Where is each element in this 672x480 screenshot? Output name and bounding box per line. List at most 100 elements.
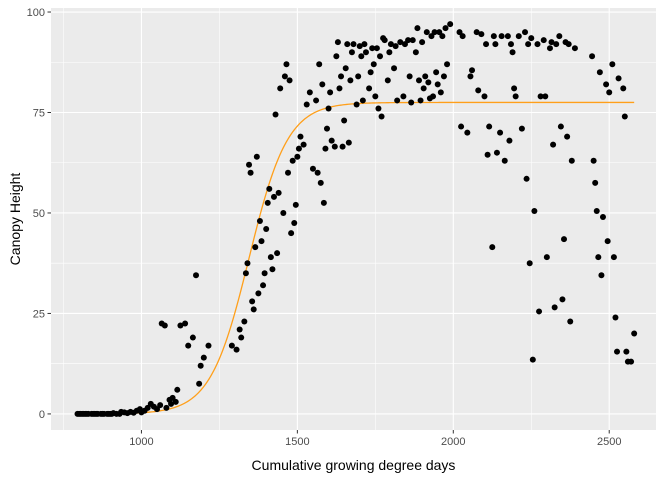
data-point [362, 49, 369, 56]
data-point [347, 77, 354, 84]
data-point [260, 282, 267, 289]
data-point [391, 65, 398, 72]
data-point [358, 53, 365, 60]
data-point [408, 99, 415, 106]
data-point [300, 141, 307, 148]
data-point [568, 157, 575, 164]
data-point [406, 73, 413, 80]
data-point [423, 29, 430, 36]
data-point [238, 334, 245, 341]
data-point [490, 33, 497, 40]
data-point [294, 153, 301, 160]
data-point [595, 254, 602, 261]
data-point [422, 73, 429, 80]
data-point [381, 37, 388, 44]
data-point [522, 29, 529, 36]
data-point [425, 79, 432, 86]
data-point [412, 49, 419, 56]
data-point [366, 85, 373, 92]
data-point [375, 105, 382, 112]
data-point [518, 125, 525, 132]
data-point [163, 404, 170, 411]
data-point [356, 43, 363, 50]
data-point [314, 169, 321, 176]
data-point [469, 67, 476, 74]
data-point [289, 157, 296, 164]
data-point [523, 175, 530, 182]
data-point [556, 33, 563, 40]
data-point [392, 43, 399, 50]
data-point [497, 129, 504, 136]
data-point [377, 53, 384, 60]
data-point [534, 41, 541, 48]
data-point [350, 41, 357, 48]
data-point [378, 113, 385, 120]
data-point [431, 29, 438, 36]
data-point [409, 37, 416, 44]
data-point [197, 362, 204, 369]
data-point [338, 73, 345, 80]
data-point [177, 322, 184, 329]
data-point [253, 153, 260, 160]
data-point [414, 25, 421, 32]
data-point [540, 37, 547, 44]
data-point [280, 209, 287, 216]
data-point [614, 348, 621, 355]
data-point [437, 89, 444, 96]
data-point [328, 137, 335, 144]
plot-panel [51, 8, 656, 430]
data-point [236, 326, 243, 333]
data-point [286, 77, 293, 84]
data-point [341, 117, 348, 124]
data-point [172, 398, 179, 405]
data-point [628, 358, 635, 365]
data-point [157, 402, 164, 409]
data-point [536, 308, 543, 315]
data-point [615, 75, 622, 82]
data-point [467, 73, 474, 80]
y-tick-label: 50 [33, 208, 45, 220]
data-point [384, 77, 391, 84]
data-point [327, 89, 334, 96]
data-point [353, 101, 360, 108]
data-point [205, 342, 212, 349]
data-point [529, 356, 536, 363]
data-point [439, 33, 446, 40]
data-point [525, 41, 532, 48]
data-point [355, 73, 362, 80]
data-point [317, 179, 324, 186]
data-point [267, 254, 274, 261]
data-point [501, 157, 508, 164]
y-axis-title: Canopy Height [7, 173, 23, 266]
data-point [589, 53, 596, 60]
data-point [370, 61, 377, 68]
data-point [334, 39, 341, 46]
data-point [537, 93, 544, 100]
data-point [493, 149, 500, 156]
data-point [283, 61, 290, 68]
data-point [592, 179, 599, 186]
data-point [256, 218, 263, 225]
data-point [528, 35, 535, 42]
data-point [285, 169, 292, 176]
data-point [504, 33, 511, 40]
data-point [507, 41, 514, 48]
data-point [394, 97, 401, 104]
data-point [196, 380, 203, 387]
data-point [420, 85, 427, 92]
data-point [397, 39, 404, 46]
data-point [484, 151, 491, 158]
data-point [331, 143, 338, 150]
data-point [405, 37, 412, 44]
data-point [325, 105, 332, 112]
data-point [515, 33, 522, 40]
data-point [526, 260, 533, 267]
data-point [269, 266, 276, 273]
data-point [264, 199, 271, 206]
x-axis: 1000 1500 2000 2500 [129, 430, 621, 448]
data-point [603, 81, 610, 88]
data-point [182, 320, 189, 327]
data-point [297, 133, 304, 140]
data-point [489, 244, 496, 251]
data-point [288, 230, 295, 237]
